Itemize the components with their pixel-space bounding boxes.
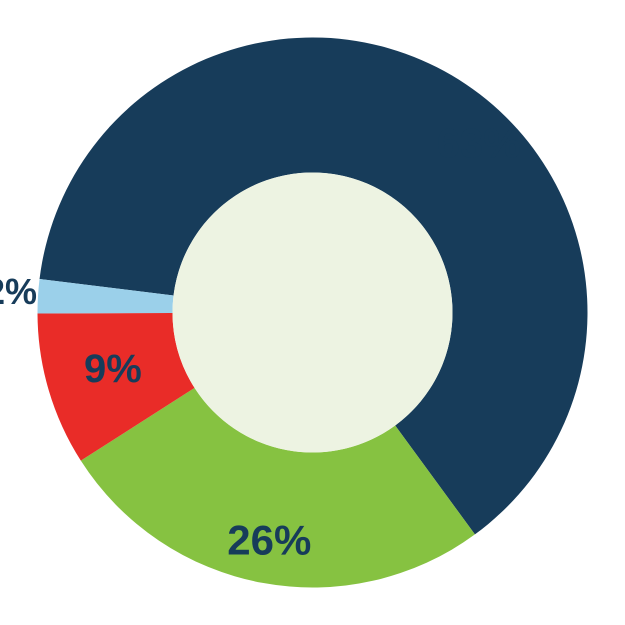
donut-svg: 63% 26% 9% 2% xyxy=(0,0,625,625)
slice-label-0: 63% xyxy=(437,119,521,166)
donut-chart: 63% 26% 9% 2% xyxy=(0,0,625,625)
slice-label-1: 26% xyxy=(227,517,311,564)
slice-label-3: 2% xyxy=(0,271,37,312)
donut-center xyxy=(173,173,453,453)
slice-label-2: 9% xyxy=(84,347,142,391)
